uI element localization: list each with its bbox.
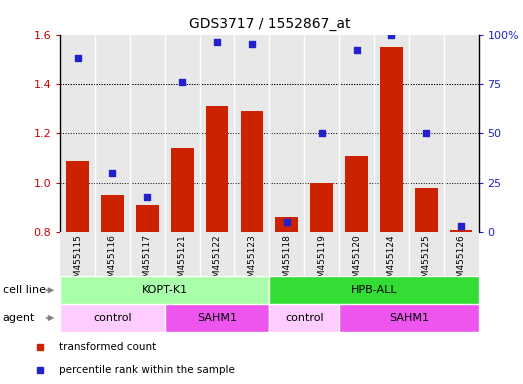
Text: transformed count: transformed count xyxy=(59,342,156,352)
Point xyxy=(282,219,291,225)
Bar xyxy=(165,304,269,332)
Point xyxy=(73,55,82,61)
Bar xyxy=(339,304,479,332)
Text: HPB-ALL: HPB-ALL xyxy=(350,285,397,295)
Bar xyxy=(276,217,298,232)
Text: GSM455125: GSM455125 xyxy=(422,235,431,289)
Text: GSM455126: GSM455126 xyxy=(457,235,465,289)
Point xyxy=(387,31,395,38)
Bar xyxy=(269,276,479,304)
Text: GSM455123: GSM455123 xyxy=(247,235,256,289)
Point xyxy=(213,40,221,46)
Point xyxy=(248,41,256,48)
Bar xyxy=(101,195,124,232)
Text: SAHM1: SAHM1 xyxy=(197,313,237,323)
Bar xyxy=(206,106,229,232)
Bar xyxy=(415,188,438,232)
Text: cell line: cell line xyxy=(3,285,46,295)
Bar xyxy=(171,148,194,232)
Point xyxy=(457,223,465,230)
Bar xyxy=(380,47,403,232)
Bar xyxy=(345,156,368,232)
Point xyxy=(108,170,117,176)
Text: GSM455118: GSM455118 xyxy=(282,235,291,290)
Text: KOPT-K1: KOPT-K1 xyxy=(142,285,188,295)
Point xyxy=(317,131,326,137)
Point xyxy=(353,47,361,53)
Bar xyxy=(60,276,269,304)
Bar xyxy=(136,205,158,232)
Text: control: control xyxy=(285,313,324,323)
Bar xyxy=(310,183,333,232)
Title: GDS3717 / 1552867_at: GDS3717 / 1552867_at xyxy=(189,17,350,31)
Text: GSM455121: GSM455121 xyxy=(178,235,187,289)
Text: SAHM1: SAHM1 xyxy=(389,313,429,323)
Text: GSM455120: GSM455120 xyxy=(352,235,361,289)
Text: GSM455122: GSM455122 xyxy=(212,235,222,289)
Bar xyxy=(241,111,263,232)
Text: GSM455124: GSM455124 xyxy=(387,235,396,289)
Text: GSM455117: GSM455117 xyxy=(143,235,152,290)
Point xyxy=(422,131,430,137)
Text: GSM455116: GSM455116 xyxy=(108,235,117,290)
Text: control: control xyxy=(93,313,132,323)
Bar xyxy=(60,304,165,332)
Text: percentile rank within the sample: percentile rank within the sample xyxy=(59,365,235,375)
Point xyxy=(178,79,186,85)
Bar xyxy=(269,304,339,332)
Text: GSM455119: GSM455119 xyxy=(317,235,326,290)
Text: agent: agent xyxy=(3,313,35,323)
Bar xyxy=(66,161,89,232)
Point xyxy=(143,194,152,200)
Text: GSM455115: GSM455115 xyxy=(73,235,82,290)
Bar xyxy=(450,230,472,232)
